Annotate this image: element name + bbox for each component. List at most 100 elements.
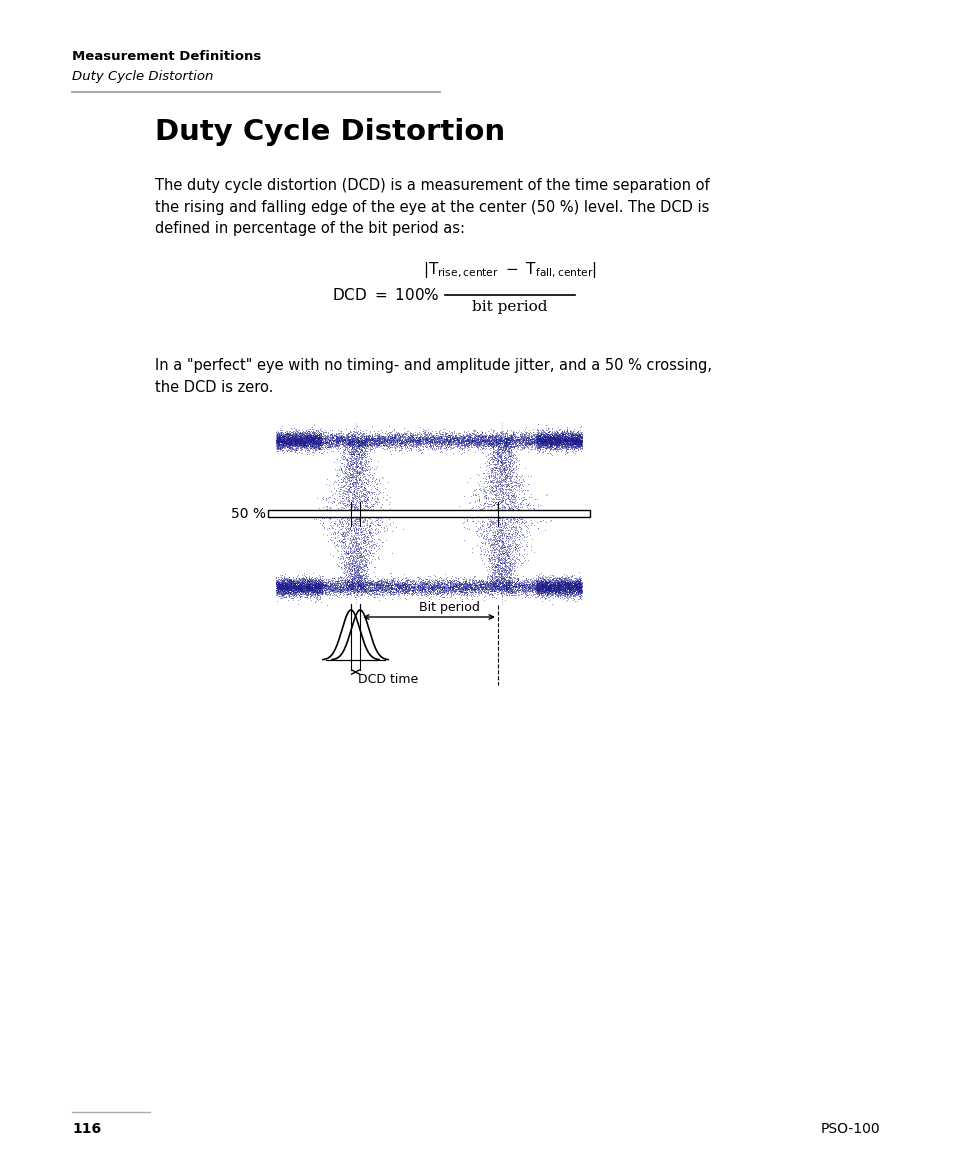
Point bbox=[499, 430, 515, 449]
Point bbox=[370, 490, 385, 509]
Point bbox=[476, 522, 491, 540]
Point bbox=[336, 542, 352, 561]
Point bbox=[343, 436, 358, 454]
Point bbox=[530, 582, 545, 600]
Point bbox=[342, 577, 357, 596]
Point bbox=[543, 575, 558, 593]
Point bbox=[292, 435, 307, 453]
Point bbox=[314, 580, 330, 598]
Point bbox=[310, 428, 325, 446]
Point bbox=[562, 435, 578, 453]
Point bbox=[310, 575, 325, 593]
Point bbox=[491, 431, 506, 450]
Point bbox=[351, 574, 366, 592]
Point bbox=[424, 581, 439, 599]
Point bbox=[314, 570, 330, 589]
Point bbox=[558, 422, 574, 440]
Point bbox=[317, 429, 333, 447]
Point bbox=[370, 428, 385, 446]
Point bbox=[490, 534, 505, 553]
Point bbox=[489, 469, 504, 488]
Point bbox=[357, 488, 373, 506]
Point bbox=[278, 573, 294, 591]
Point bbox=[362, 529, 377, 547]
Point bbox=[481, 580, 497, 598]
Point bbox=[355, 557, 370, 576]
Point bbox=[564, 435, 579, 453]
Point bbox=[339, 544, 355, 562]
Point bbox=[358, 486, 374, 504]
Point bbox=[430, 429, 445, 447]
Point bbox=[278, 586, 294, 605]
Point bbox=[529, 433, 544, 452]
Point bbox=[342, 435, 357, 453]
Point bbox=[548, 577, 563, 596]
Point bbox=[281, 437, 296, 455]
Point bbox=[279, 576, 294, 595]
Point bbox=[415, 578, 430, 597]
Point bbox=[375, 582, 390, 600]
Point bbox=[556, 574, 571, 592]
Point bbox=[489, 458, 504, 476]
Point bbox=[416, 578, 432, 597]
Point bbox=[309, 570, 324, 589]
Point bbox=[563, 424, 578, 443]
Point bbox=[506, 431, 521, 450]
Point bbox=[395, 577, 411, 596]
Point bbox=[340, 539, 355, 557]
Point bbox=[348, 557, 363, 576]
Point bbox=[334, 532, 349, 551]
Point bbox=[351, 509, 366, 527]
Point bbox=[332, 430, 347, 449]
Point bbox=[567, 580, 582, 598]
Point bbox=[452, 433, 467, 452]
Point bbox=[301, 573, 316, 591]
Point bbox=[519, 575, 535, 593]
Point bbox=[557, 571, 572, 590]
Point bbox=[566, 435, 581, 453]
Point bbox=[293, 432, 308, 451]
Point bbox=[348, 468, 363, 487]
Point bbox=[503, 580, 518, 598]
Point bbox=[503, 453, 518, 472]
Point bbox=[348, 494, 363, 512]
Point bbox=[291, 436, 306, 454]
Point bbox=[472, 432, 487, 451]
Point bbox=[401, 577, 416, 596]
Point bbox=[294, 576, 309, 595]
Point bbox=[472, 524, 487, 542]
Point bbox=[495, 443, 510, 461]
Point bbox=[294, 575, 309, 593]
Point bbox=[359, 504, 375, 523]
Point bbox=[480, 472, 496, 490]
Point bbox=[317, 436, 333, 454]
Point bbox=[509, 525, 524, 544]
Point bbox=[485, 570, 500, 589]
Point bbox=[516, 431, 531, 450]
Point bbox=[434, 574, 449, 592]
Point bbox=[540, 575, 556, 593]
Point bbox=[302, 582, 317, 600]
Point bbox=[476, 578, 491, 597]
Point bbox=[468, 431, 483, 450]
Point bbox=[493, 533, 508, 552]
Point bbox=[494, 573, 509, 591]
Point bbox=[458, 578, 474, 597]
Point bbox=[567, 580, 582, 598]
Point bbox=[337, 430, 353, 449]
Point bbox=[532, 432, 547, 451]
Point bbox=[280, 568, 295, 586]
Point bbox=[384, 582, 399, 600]
Point bbox=[291, 432, 306, 451]
Point bbox=[487, 574, 502, 592]
Point bbox=[329, 432, 344, 451]
Point bbox=[333, 428, 348, 446]
Point bbox=[549, 432, 564, 451]
Point bbox=[526, 585, 541, 604]
Point bbox=[398, 576, 414, 595]
Point bbox=[304, 574, 319, 592]
Point bbox=[564, 431, 579, 450]
Point bbox=[276, 430, 292, 449]
Point bbox=[511, 577, 526, 596]
Point bbox=[301, 580, 316, 598]
